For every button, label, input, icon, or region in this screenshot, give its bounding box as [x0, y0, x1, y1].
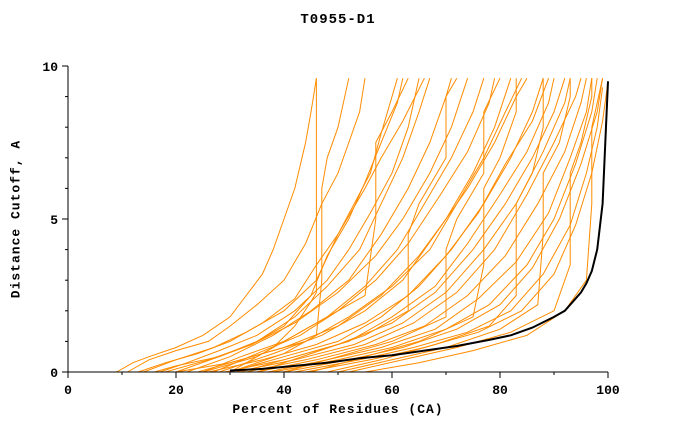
- model-curve: [229, 78, 350, 373]
- model-curve: [256, 77, 458, 373]
- y-ticks: [62, 65, 68, 373]
- model-curve: [240, 78, 555, 373]
- x-ticks: [67, 372, 609, 378]
- y-tick-label: 5: [50, 213, 58, 228]
- reference-curve: [229, 81, 609, 372]
- model-curve: [208, 78, 550, 373]
- x-tick-label: 0: [64, 383, 72, 398]
- model-curve: [283, 77, 501, 373]
- model-curve: [229, 78, 544, 373]
- model-curve: [202, 77, 409, 373]
- model-curve: [165, 78, 469, 373]
- y-tick-label: 0: [50, 366, 58, 381]
- model-curve: [159, 78, 420, 373]
- model-curve: [327, 78, 544, 373]
- model-curve: [310, 78, 517, 373]
- x-tick-label: 20: [168, 383, 184, 398]
- x-tick-label: 100: [596, 383, 620, 398]
- y-tick-label: 10: [42, 60, 58, 75]
- model-curve: [202, 78, 485, 373]
- model-curve: [229, 78, 317, 373]
- model-curve: [116, 78, 317, 373]
- x-tick-label: 60: [384, 383, 400, 398]
- model-curve: [256, 78, 587, 373]
- model-curve: [219, 77, 528, 373]
- model-curve: [235, 78, 571, 373]
- y-tick-labels: 0 5 10: [42, 60, 58, 381]
- x-tick-label: 80: [492, 383, 508, 398]
- model-curve: [337, 78, 571, 373]
- chart-title: T0955-D1: [300, 12, 376, 28]
- model-curve: [197, 77, 523, 373]
- model-curve: [273, 78, 598, 373]
- model-curve: [267, 78, 593, 373]
- x-tick-label: 40: [276, 383, 292, 398]
- curves: [116, 77, 609, 373]
- model-curve: [348, 78, 593, 373]
- model-curve: [186, 78, 452, 373]
- x-axis-label: Percent of Residues (CA): [232, 402, 444, 417]
- model-curve: [224, 78, 566, 373]
- model-curve: [283, 78, 604, 373]
- x-tick-labels: 0 20 40 60 80 100: [64, 383, 620, 398]
- model-curve: [127, 78, 366, 373]
